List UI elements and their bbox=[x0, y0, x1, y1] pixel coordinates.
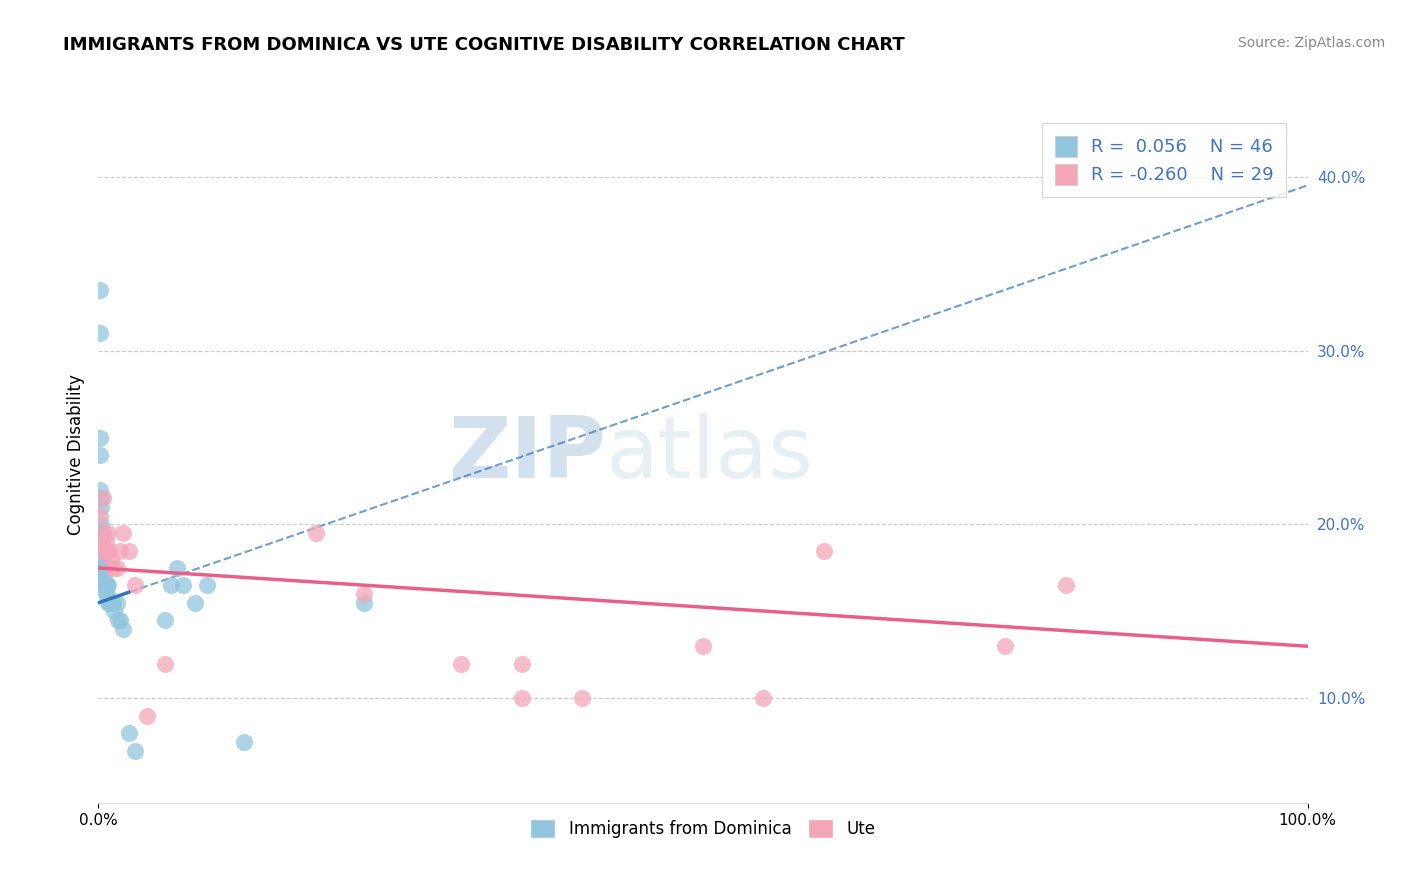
Legend: Immigrants from Dominica, Ute: Immigrants from Dominica, Ute bbox=[522, 811, 884, 847]
Point bbox=[813, 543, 835, 558]
Point bbox=[101, 596, 124, 610]
Point bbox=[93, 578, 115, 592]
Point bbox=[101, 561, 124, 575]
Point bbox=[107, 613, 129, 627]
Point bbox=[111, 526, 134, 541]
Point bbox=[353, 596, 375, 610]
Point bbox=[94, 578, 117, 592]
Point bbox=[90, 534, 112, 549]
Point bbox=[91, 543, 114, 558]
Point bbox=[571, 691, 593, 706]
Point bbox=[91, 552, 114, 566]
Point bbox=[93, 526, 115, 541]
Point bbox=[91, 578, 114, 592]
Point bbox=[166, 561, 188, 575]
Point bbox=[91, 561, 114, 575]
Text: IMMIGRANTS FROM DOMINICA VS UTE COGNITIVE DISABILITY CORRELATION CHART: IMMIGRANTS FROM DOMINICA VS UTE COGNITIV… bbox=[63, 36, 905, 54]
Point bbox=[90, 526, 112, 541]
Point bbox=[108, 543, 131, 558]
Point bbox=[232, 735, 254, 749]
Point bbox=[100, 552, 122, 566]
Point bbox=[89, 430, 111, 444]
Point bbox=[135, 708, 157, 723]
Point bbox=[305, 526, 328, 541]
Point bbox=[89, 448, 111, 462]
Text: atlas: atlas bbox=[606, 413, 814, 497]
Point bbox=[195, 578, 218, 592]
Point bbox=[124, 744, 146, 758]
Point bbox=[752, 691, 775, 706]
Point bbox=[91, 491, 114, 506]
Point bbox=[172, 578, 194, 592]
Point bbox=[91, 526, 114, 541]
Point bbox=[91, 534, 114, 549]
Point bbox=[160, 578, 183, 592]
Point bbox=[153, 613, 176, 627]
Point bbox=[96, 543, 118, 558]
Text: ZIP: ZIP bbox=[449, 413, 606, 497]
Point bbox=[100, 596, 122, 610]
Point bbox=[184, 596, 207, 610]
Point bbox=[118, 543, 141, 558]
Point bbox=[111, 622, 134, 636]
Point bbox=[91, 569, 114, 583]
Point bbox=[994, 639, 1017, 653]
Point bbox=[353, 587, 375, 601]
Point bbox=[103, 605, 125, 619]
Point bbox=[90, 517, 112, 532]
Point bbox=[91, 552, 114, 566]
Point bbox=[105, 561, 128, 575]
Point bbox=[90, 500, 112, 514]
Point bbox=[93, 561, 115, 575]
Point bbox=[91, 543, 114, 558]
Point bbox=[94, 587, 117, 601]
Point bbox=[100, 596, 122, 610]
Point bbox=[93, 569, 115, 583]
Point bbox=[510, 657, 533, 671]
Point bbox=[94, 534, 117, 549]
Point bbox=[96, 587, 118, 601]
Point bbox=[98, 543, 121, 558]
Point bbox=[118, 726, 141, 740]
Point bbox=[105, 596, 128, 610]
Point bbox=[108, 613, 131, 627]
Point bbox=[510, 691, 533, 706]
Point bbox=[96, 578, 118, 592]
Point bbox=[153, 657, 176, 671]
Point bbox=[89, 508, 111, 523]
Point bbox=[89, 326, 111, 341]
Point bbox=[97, 526, 120, 541]
Point bbox=[1054, 578, 1077, 592]
Point bbox=[97, 578, 120, 592]
Point bbox=[97, 596, 120, 610]
Point bbox=[91, 561, 114, 575]
Point bbox=[692, 639, 714, 653]
Text: Source: ZipAtlas.com: Source: ZipAtlas.com bbox=[1237, 36, 1385, 50]
Point bbox=[450, 657, 472, 671]
Y-axis label: Cognitive Disability: Cognitive Disability bbox=[66, 375, 84, 535]
Point bbox=[98, 596, 121, 610]
Point bbox=[90, 491, 112, 506]
Point bbox=[124, 578, 146, 592]
Point bbox=[89, 283, 111, 297]
Point bbox=[89, 483, 111, 497]
